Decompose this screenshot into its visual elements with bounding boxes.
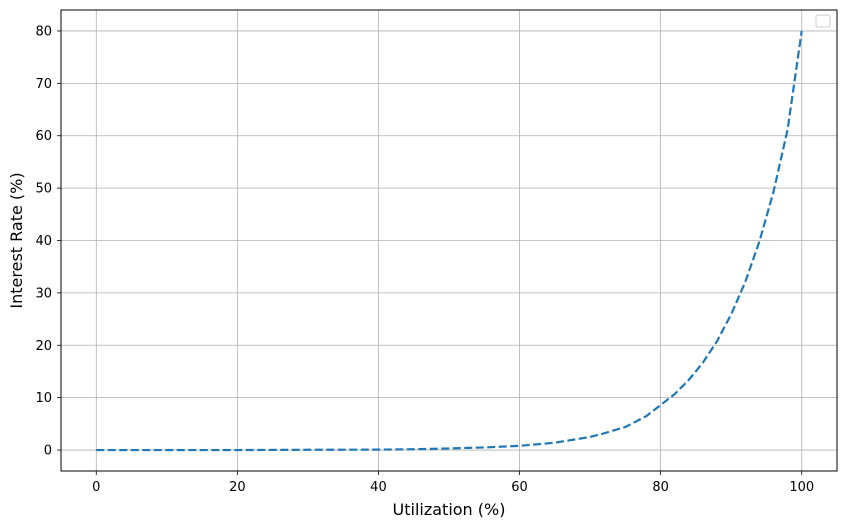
grid: [61, 10, 837, 471]
series-line: [96, 30, 803, 452]
x-axis-label: Utilization (%): [393, 500, 506, 519]
y-tick-label: 20: [35, 339, 52, 354]
legend-box: [815, 14, 831, 28]
y-tick-label: 10: [35, 391, 52, 406]
x-tick-label: 100: [789, 480, 814, 495]
x-tick-label: 80: [652, 480, 669, 495]
x-tick-label: 0: [92, 480, 100, 495]
y-tick-label: 70: [35, 77, 52, 92]
y-tick-label: 30: [35, 286, 52, 301]
x-tick-label: 40: [370, 480, 387, 495]
y-tick-label: 50: [35, 182, 52, 197]
y-axis-label: Interest Rate (%): [7, 172, 26, 308]
legend: [815, 14, 831, 28]
x-tick-label: 60: [511, 480, 528, 495]
ticks: 0 20 40 60 80 100 0 10 20 30 40 50 60 70 80: [35, 24, 814, 495]
x-tick-label: 20: [229, 480, 246, 495]
y-tick-label: 40: [35, 234, 52, 249]
y-tick-label: 0: [44, 444, 52, 459]
series-layer: [96, 30, 803, 452]
y-tick-label: 60: [35, 129, 52, 144]
y-tick-label: 80: [35, 24, 52, 39]
